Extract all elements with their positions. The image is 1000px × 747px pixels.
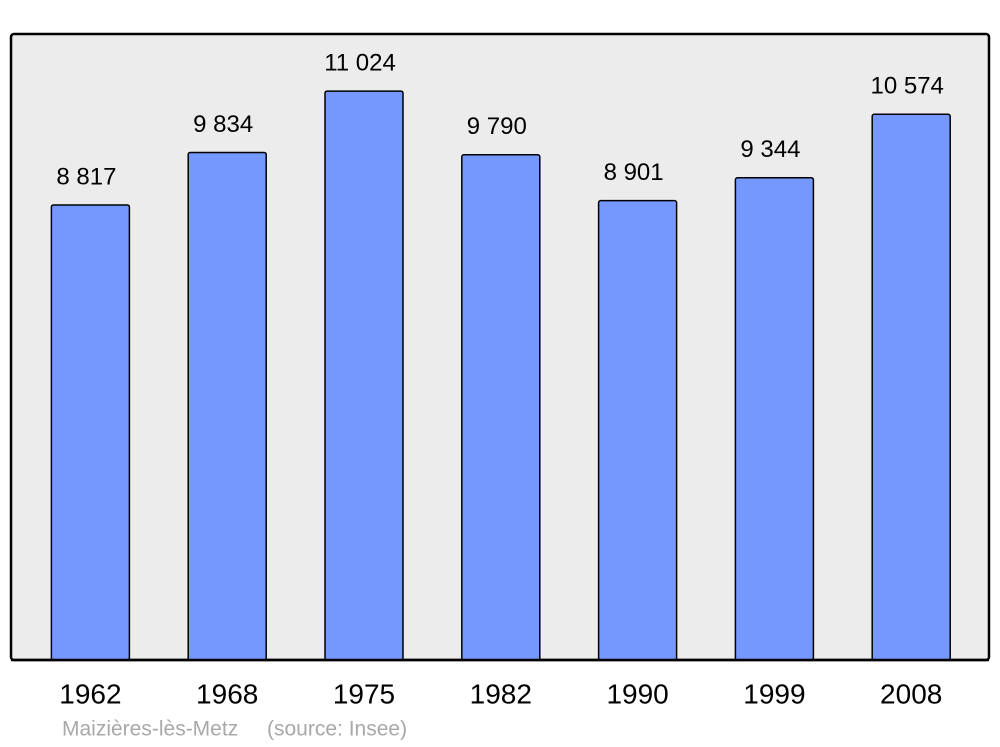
source: (source: Insee) <box>267 718 407 741</box>
bar <box>597 199 678 661</box>
bar <box>187 151 267 661</box>
bar <box>871 113 951 661</box>
bar <box>734 177 815 661</box>
x-tick-label: 1968 <box>196 678 258 709</box>
x-tick-label: 1962 <box>59 678 121 709</box>
value-label: 9 790 <box>467 113 527 140</box>
bar <box>50 204 131 661</box>
caption: Maizières-lès-Metz <box>62 718 238 741</box>
x-tick-label: 1975 <box>333 678 395 709</box>
value-label: 9 344 <box>740 136 800 163</box>
value-label: 11 024 <box>324 49 396 76</box>
value-label: 8 817 <box>56 163 116 190</box>
bar <box>461 154 541 661</box>
value-label: 8 901 <box>604 159 664 186</box>
x-tick-label: 2008 <box>880 678 942 709</box>
value-label: 9 834 <box>193 111 253 138</box>
bar <box>324 90 404 661</box>
x-tick-label: 1982 <box>470 678 532 709</box>
value-label: 10 574 <box>870 73 943 100</box>
x-tick-label: 1999 <box>743 678 805 709</box>
x-tick-label: 1990 <box>606 678 668 709</box>
